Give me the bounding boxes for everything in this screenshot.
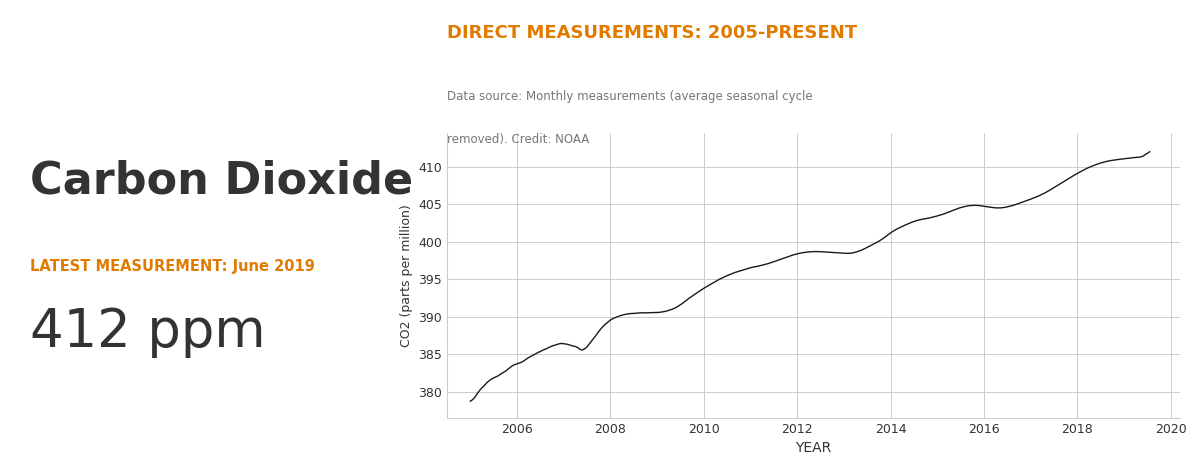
Text: Data source: Monthly measurements (average seasonal cycle: Data source: Monthly measurements (avera… (447, 90, 813, 103)
Text: 412 ppm: 412 ppm (30, 306, 266, 359)
Text: Carbon Dioxide: Carbon Dioxide (30, 159, 414, 202)
Text: removed). Credit: NOAA: removed). Credit: NOAA (447, 133, 589, 146)
X-axis label: YEAR: YEAR (795, 441, 832, 456)
Y-axis label: CO2 (parts per million): CO2 (parts per million) (399, 204, 412, 347)
Text: LATEST MEASUREMENT: June 2019: LATEST MEASUREMENT: June 2019 (30, 258, 315, 274)
Text: DIRECT MEASUREMENTS: 2005-PRESENT: DIRECT MEASUREMENTS: 2005-PRESENT (447, 24, 857, 42)
